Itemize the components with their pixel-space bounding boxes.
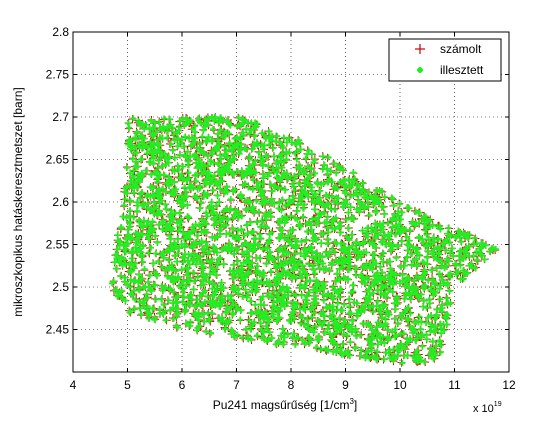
scatter-chart: 456789101112 2.452.52.552.62.652.72.752.… [0, 0, 560, 420]
figure: 456789101112 2.452.52.552.62.652.72.752.… [0, 0, 560, 420]
